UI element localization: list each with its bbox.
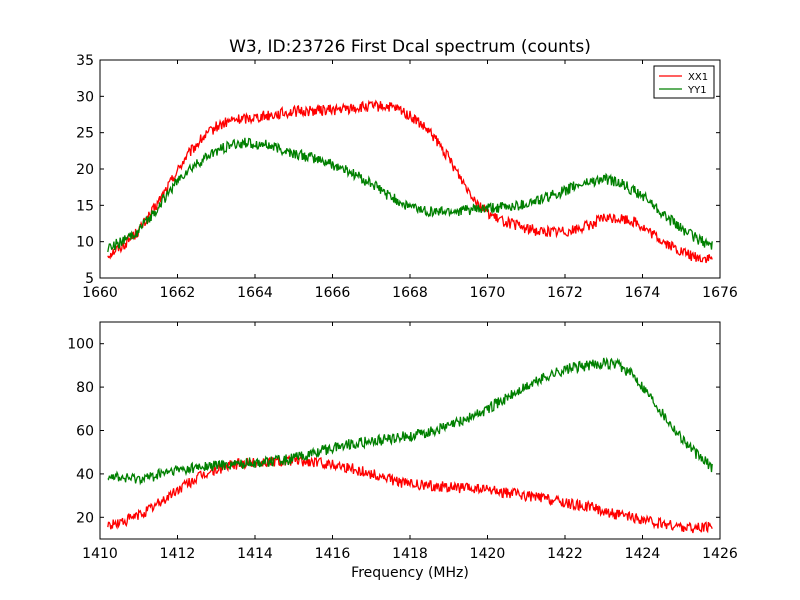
x-tick-label: 1660: [82, 285, 118, 301]
y-tick-label: 40: [76, 467, 94, 483]
y-tick-label: 60: [76, 424, 94, 440]
y-tick-label: 30: [76, 89, 94, 105]
x-tick-label: 1426: [702, 546, 738, 562]
legend-label-xx1: XX1: [688, 72, 708, 83]
series-line-yy1: [107, 137, 713, 253]
y-tick-label: 10: [76, 235, 94, 251]
x-tick-label: 1670: [470, 285, 506, 301]
x-tick-label: 1416: [315, 546, 351, 562]
legend-label-yy1: YY1: [687, 85, 707, 96]
x-tick-label: 1662: [160, 285, 196, 301]
x-tick-label: 1674: [625, 285, 661, 301]
x-tick-label: 1676: [702, 285, 738, 301]
bottom-subplot: 1410 1412 1414 1416 1418 1420 1422 1424 1426 20 40…: [67, 321, 738, 562]
x-tick-label: 1424: [625, 546, 661, 562]
y-tick-label: 35: [76, 53, 94, 69]
x-tick-label: 1420: [470, 546, 506, 562]
y-tick-label: 20: [76, 510, 94, 526]
legend-box: [653, 65, 715, 99]
x-tick-label: 1422: [547, 546, 583, 562]
series-line-xx1: [107, 99, 713, 264]
x-tick-label: 1418: [392, 546, 428, 562]
y-tick-label: 20: [76, 162, 94, 178]
x-tick-label: 1666: [315, 285, 351, 301]
y-tick-label: 100: [67, 337, 94, 353]
chart-title: W3, ID:23726 First Dcal spectrum (counts…: [229, 37, 591, 57]
x-tick-label: 1672: [547, 285, 583, 301]
top-subplot: 1660 1662 1664 1666 1668 1670 1672 1674 1676 5 10 1…: [76, 53, 738, 301]
y-tick-label: 80: [76, 380, 94, 396]
series-line-xx1: [107, 454, 713, 534]
y-tick-label: 5: [85, 271, 94, 287]
y-tick-label: 15: [76, 198, 94, 214]
plot-frame: [99, 321, 721, 540]
x-tick-label: 1410: [82, 546, 118, 562]
series-line-yy1: [107, 356, 713, 486]
x-tick-label: 1414: [237, 546, 273, 562]
x-tick-label: 1668: [392, 285, 428, 301]
y-tick-label: 25: [76, 126, 94, 142]
x-axis-label: Frequency (MHz): [351, 565, 469, 581]
x-tick-label: 1412: [160, 546, 196, 562]
x-tick-label: 1664: [237, 285, 273, 301]
plot-frame: [99, 59, 721, 279]
